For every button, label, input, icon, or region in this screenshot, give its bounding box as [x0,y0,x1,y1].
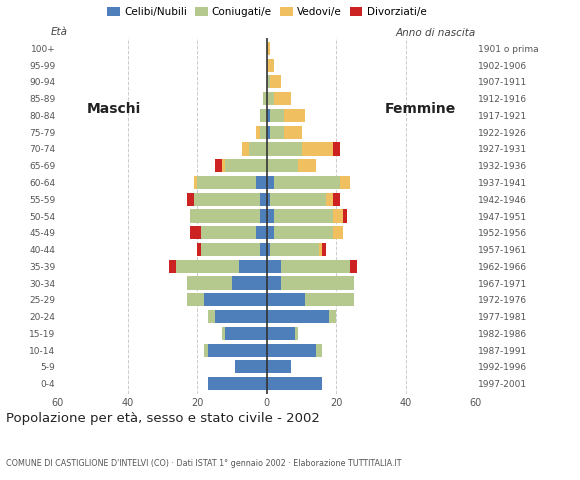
Bar [263,92,267,105]
Bar [232,276,267,289]
Bar [201,243,260,256]
Bar [329,310,336,323]
Bar [239,260,267,273]
Bar [267,360,291,373]
Bar [225,327,267,340]
Bar [267,42,270,55]
Bar [319,243,322,256]
Bar [267,143,302,156]
Text: Maschi: Maschi [86,102,141,116]
Bar [201,226,256,240]
Bar [284,126,302,139]
Bar [333,209,343,223]
Bar [222,327,225,340]
Bar [267,226,274,240]
Bar [256,226,267,240]
Bar [302,143,333,156]
Bar [267,209,274,223]
Text: Anno di nascita: Anno di nascita [396,28,476,38]
Text: Età: Età [51,27,68,37]
Bar [204,293,267,306]
Bar [187,293,204,306]
Bar [270,109,284,122]
Bar [260,126,267,139]
Bar [267,192,270,206]
Bar [350,260,357,273]
Bar [242,143,249,156]
Bar [208,344,267,357]
Bar [187,276,232,289]
Bar [274,176,340,189]
Bar [260,209,267,223]
Bar [305,293,354,306]
Bar [267,243,270,256]
Text: Popolazione per età, sesso e stato civile - 2002: Popolazione per età, sesso e stato civil… [6,412,320,425]
Bar [333,226,343,240]
Bar [204,344,208,357]
Bar [270,126,284,139]
Bar [267,159,298,172]
Bar [267,327,295,340]
Text: Femmine: Femmine [385,102,455,116]
Bar [197,243,201,256]
Bar [270,75,281,88]
Bar [260,192,267,206]
Bar [176,260,239,273]
Bar [267,344,316,357]
Bar [267,75,270,88]
Bar [215,310,267,323]
Bar [267,109,270,122]
Bar [295,327,298,340]
Bar [298,159,316,172]
Bar [256,126,260,139]
Legend: Celibi/Nubili, Coniugati/e, Vedovi/e, Divorziati/e: Celibi/Nubili, Coniugati/e, Vedovi/e, Di… [103,3,430,21]
Bar [249,143,267,156]
Bar [267,310,329,323]
Bar [194,176,197,189]
Bar [215,159,222,172]
Bar [169,260,176,273]
Bar [322,243,326,256]
Bar [267,276,281,289]
Bar [260,109,267,122]
Bar [260,243,267,256]
Bar [256,176,267,189]
Bar [235,360,267,373]
Bar [267,260,281,273]
Bar [274,226,333,240]
Text: COMUNE DI CASTIGLIONE D'INTELVI (CO) · Dati ISTAT 1° gennaio 2002 · Elaborazione: COMUNE DI CASTIGLIONE D'INTELVI (CO) · D… [6,459,401,468]
Bar [267,59,274,72]
Bar [194,192,260,206]
Bar [270,192,326,206]
Bar [281,260,350,273]
Bar [208,377,267,390]
Bar [274,209,333,223]
Bar [267,92,274,105]
Bar [267,176,274,189]
Bar [197,176,256,189]
Bar [190,226,201,240]
Bar [267,293,305,306]
Bar [281,276,354,289]
Bar [187,192,194,206]
Bar [270,243,319,256]
Bar [333,192,340,206]
Bar [316,344,322,357]
Bar [225,159,267,172]
Bar [343,209,347,223]
Bar [208,310,215,323]
Bar [267,126,270,139]
Bar [340,176,350,189]
Bar [267,377,322,390]
Bar [274,92,291,105]
Bar [190,209,260,223]
Bar [284,109,305,122]
Bar [333,143,340,156]
Bar [222,159,225,172]
Bar [326,192,333,206]
